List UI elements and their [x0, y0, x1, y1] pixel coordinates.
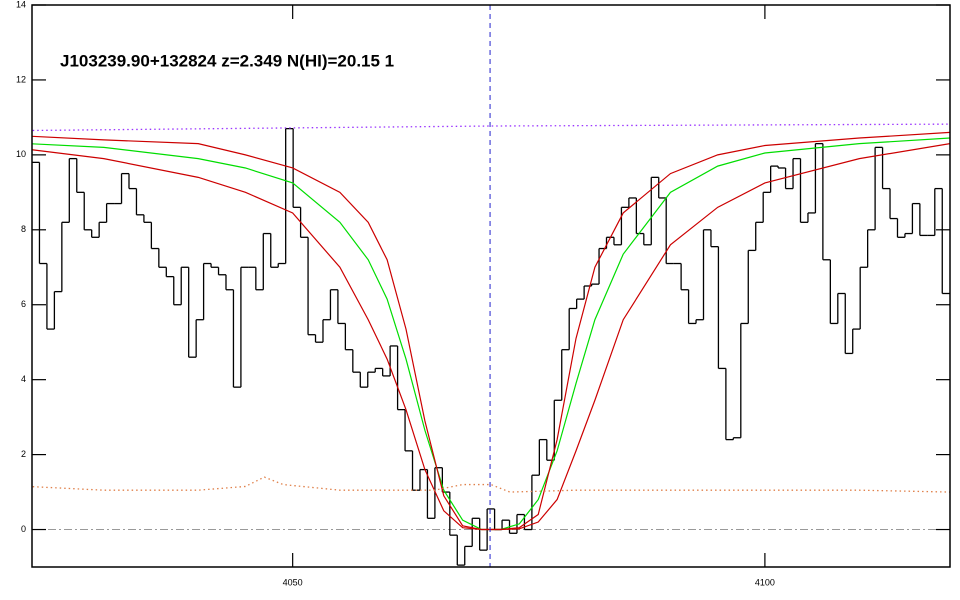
y-tick-label: 4 — [21, 374, 26, 384]
y-tick-label: 2 — [21, 449, 26, 459]
chart-title: J103239.90+132824 z=2.349 N(HI)=20.15 1 — [60, 51, 394, 70]
y-tick-label: 8 — [21, 224, 26, 234]
series-group — [32, 5, 950, 567]
dotted-curve — [32, 476, 950, 493]
y-tick-label: 12 — [16, 74, 26, 84]
y-tick-label: 6 — [21, 299, 26, 309]
plot-area: 0 2 4 6 8 10 12 14 4050 4100 — [16, 0, 950, 587]
y-tick-label: 0 — [21, 524, 26, 534]
y-tick-label: 10 — [16, 149, 26, 159]
model-curve — [32, 143, 950, 531]
x-tick-label: 4050 — [283, 577, 303, 587]
x-tick-label: 4100 — [755, 577, 775, 587]
axis-frame — [31, 4, 951, 568]
y-tick-label: 14 — [16, 0, 26, 9]
